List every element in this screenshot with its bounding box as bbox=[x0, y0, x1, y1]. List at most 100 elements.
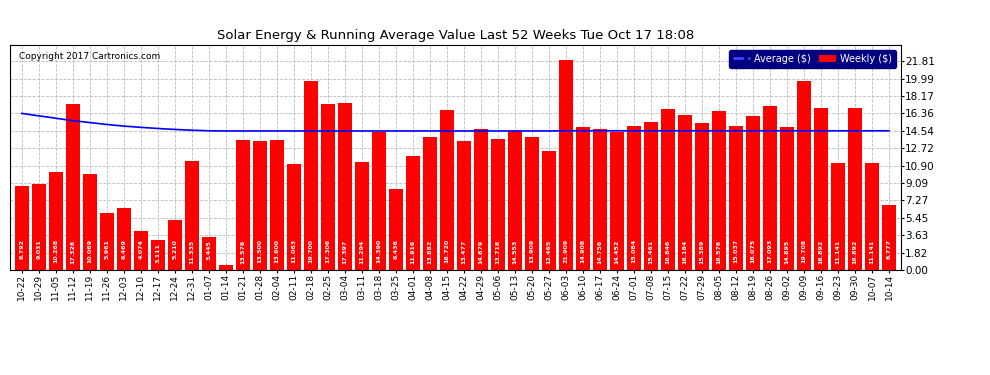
Bar bbox=[287, 164, 301, 270]
Text: 14.908: 14.908 bbox=[580, 239, 585, 264]
Bar bbox=[847, 108, 862, 270]
Bar bbox=[32, 183, 46, 270]
Text: 3.445: 3.445 bbox=[206, 240, 211, 260]
Bar bbox=[117, 208, 131, 270]
Bar bbox=[525, 137, 540, 270]
Bar bbox=[865, 164, 879, 270]
Text: 14.553: 14.553 bbox=[513, 239, 518, 264]
Bar bbox=[610, 132, 624, 270]
Bar bbox=[558, 60, 573, 270]
Text: 16.892: 16.892 bbox=[852, 239, 857, 264]
Text: 19.700: 19.700 bbox=[308, 239, 314, 263]
Text: 16.892: 16.892 bbox=[819, 239, 824, 264]
Text: 5.210: 5.210 bbox=[172, 239, 177, 259]
Text: 14.679: 14.679 bbox=[478, 239, 483, 264]
Bar bbox=[15, 186, 29, 270]
Bar bbox=[389, 189, 403, 270]
Bar bbox=[269, 140, 284, 270]
Bar bbox=[797, 81, 811, 270]
Bar bbox=[762, 106, 777, 270]
Text: 12.465: 12.465 bbox=[546, 239, 551, 264]
Text: 9.031: 9.031 bbox=[37, 239, 42, 259]
Bar bbox=[150, 240, 165, 270]
Text: 16.720: 16.720 bbox=[445, 239, 449, 264]
Text: 8.436: 8.436 bbox=[393, 239, 398, 259]
Bar bbox=[184, 162, 199, 270]
Bar bbox=[338, 104, 352, 270]
Text: 16.576: 16.576 bbox=[717, 239, 722, 264]
Bar bbox=[831, 164, 845, 270]
Bar bbox=[100, 213, 114, 270]
Bar bbox=[423, 137, 438, 270]
Text: 4.074: 4.074 bbox=[139, 239, 144, 259]
Text: 11.916: 11.916 bbox=[411, 239, 416, 264]
Text: 14.452: 14.452 bbox=[615, 239, 620, 264]
Text: 13.477: 13.477 bbox=[461, 239, 466, 264]
Bar bbox=[371, 132, 386, 270]
Bar bbox=[678, 115, 692, 270]
Bar bbox=[252, 141, 267, 270]
Bar bbox=[236, 140, 250, 270]
Bar bbox=[219, 265, 233, 270]
Text: 13.718: 13.718 bbox=[495, 239, 500, 264]
Bar bbox=[627, 126, 642, 270]
Text: 17.093: 17.093 bbox=[767, 239, 772, 264]
Bar bbox=[65, 104, 80, 270]
Text: 13.600: 13.600 bbox=[274, 239, 279, 263]
Text: 3.111: 3.111 bbox=[155, 243, 160, 263]
Bar bbox=[473, 129, 488, 270]
Text: 13.500: 13.500 bbox=[257, 239, 262, 263]
Text: 21.909: 21.909 bbox=[563, 239, 568, 264]
Text: 16.846: 16.846 bbox=[665, 239, 670, 264]
Text: 17.306: 17.306 bbox=[326, 239, 331, 264]
Text: 14.390: 14.390 bbox=[376, 239, 381, 264]
Text: 11.141: 11.141 bbox=[869, 239, 874, 264]
Legend: Average ($), Weekly ($): Average ($), Weekly ($) bbox=[729, 50, 896, 68]
Bar bbox=[456, 141, 471, 270]
Bar bbox=[202, 237, 216, 270]
Text: 17.397: 17.397 bbox=[343, 239, 347, 264]
Text: 16.075: 16.075 bbox=[750, 239, 755, 264]
Bar bbox=[593, 129, 607, 270]
Text: 19.708: 19.708 bbox=[802, 239, 807, 264]
Text: 17.326: 17.326 bbox=[70, 239, 75, 264]
Text: 15.389: 15.389 bbox=[700, 239, 705, 264]
Text: 11.063: 11.063 bbox=[291, 239, 296, 264]
Bar bbox=[660, 109, 675, 270]
Text: 16.184: 16.184 bbox=[682, 239, 687, 264]
Bar bbox=[508, 130, 522, 270]
Bar bbox=[542, 151, 556, 270]
Bar bbox=[304, 81, 318, 270]
Text: 14.756: 14.756 bbox=[597, 239, 603, 264]
Bar bbox=[321, 104, 335, 270]
Bar bbox=[780, 128, 794, 270]
Bar bbox=[644, 122, 658, 270]
Bar bbox=[354, 162, 369, 270]
Text: 6.777: 6.777 bbox=[886, 239, 892, 259]
Text: 15.461: 15.461 bbox=[648, 239, 653, 264]
Text: Copyright 2017 Cartronics.com: Copyright 2017 Cartronics.com bbox=[19, 52, 160, 61]
Bar bbox=[576, 127, 590, 270]
Bar bbox=[729, 126, 743, 270]
Title: Solar Energy & Running Average Value Last 52 Weeks Tue Oct 17 18:08: Solar Energy & Running Average Value Las… bbox=[217, 30, 694, 42]
Bar bbox=[49, 172, 63, 270]
Text: 8.792: 8.792 bbox=[19, 239, 25, 259]
Bar bbox=[745, 116, 760, 270]
Text: 13.882: 13.882 bbox=[428, 239, 433, 264]
Text: 13.576: 13.576 bbox=[241, 239, 246, 264]
Bar bbox=[695, 123, 709, 270]
Text: 10.268: 10.268 bbox=[53, 239, 58, 264]
Text: 13.909: 13.909 bbox=[530, 239, 535, 264]
Text: 5.961: 5.961 bbox=[104, 239, 109, 259]
Bar bbox=[134, 231, 148, 270]
Bar bbox=[82, 174, 97, 270]
Text: 11.141: 11.141 bbox=[836, 239, 841, 264]
Bar bbox=[406, 156, 420, 270]
Bar bbox=[712, 111, 727, 270]
Text: 10.069: 10.069 bbox=[87, 239, 92, 263]
Text: 15.084: 15.084 bbox=[632, 239, 637, 264]
Bar bbox=[814, 108, 829, 270]
Text: 11.335: 11.335 bbox=[189, 239, 194, 264]
Bar bbox=[882, 205, 896, 270]
Text: 14.895: 14.895 bbox=[784, 239, 789, 264]
